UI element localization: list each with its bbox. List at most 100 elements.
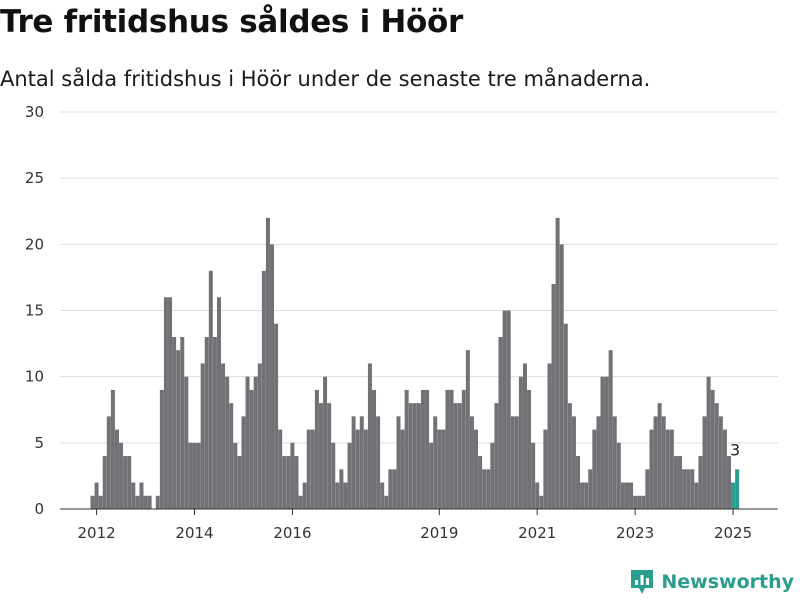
bar (168, 297, 173, 509)
bar (596, 416, 601, 509)
bar (233, 442, 238, 509)
bar (261, 270, 266, 509)
bar (535, 482, 540, 509)
bar (212, 336, 217, 509)
bar (123, 456, 128, 509)
bar (441, 429, 446, 509)
bar (196, 442, 201, 509)
bar (331, 442, 336, 509)
bar (604, 376, 609, 509)
bar (592, 429, 597, 509)
bar (114, 429, 119, 509)
bar (208, 270, 213, 509)
bar (486, 469, 491, 509)
y-tick-label: 20 (25, 235, 44, 253)
bar (425, 389, 430, 509)
bar (257, 363, 262, 509)
bar (571, 416, 576, 509)
bar (457, 403, 462, 509)
bar (518, 376, 523, 509)
bar (641, 495, 646, 509)
bar (200, 363, 205, 509)
x-tick-label: 2023 (616, 524, 654, 542)
bar (722, 429, 727, 509)
bar (216, 297, 221, 509)
bar (176, 350, 181, 509)
bar (490, 442, 495, 509)
bar (633, 495, 638, 509)
bar (453, 403, 458, 509)
bar (192, 442, 197, 509)
bar (363, 429, 368, 509)
bars (90, 217, 740, 510)
bar (555, 217, 560, 509)
bar (94, 482, 99, 509)
bar (629, 482, 634, 509)
brand-logo: Newsworthy (629, 568, 794, 596)
bar (649, 429, 654, 509)
bar (314, 389, 319, 509)
bar (372, 389, 377, 509)
bar (127, 456, 132, 509)
bar (584, 482, 589, 509)
bar (359, 416, 364, 509)
bar (241, 416, 246, 509)
bar (163, 297, 168, 509)
bar (380, 482, 385, 509)
bar (155, 495, 160, 509)
bar (110, 389, 115, 509)
bar (710, 389, 715, 509)
bar (143, 495, 148, 509)
x-tick-label: 2021 (518, 524, 556, 542)
bar (437, 429, 442, 509)
bar (469, 416, 474, 509)
bar (249, 389, 254, 509)
bar (184, 376, 189, 509)
bar (102, 456, 107, 509)
bar (302, 482, 307, 509)
bar (392, 469, 397, 509)
bar (355, 429, 360, 509)
brand-name: Newsworthy (661, 571, 794, 593)
bar (600, 376, 605, 509)
bar (686, 469, 691, 509)
bar (665, 429, 670, 509)
bar (290, 442, 295, 509)
bar (327, 403, 332, 509)
bar (408, 403, 413, 509)
bar (673, 456, 678, 509)
axes (60, 508, 778, 515)
bar (690, 469, 695, 509)
bar (576, 456, 581, 509)
y-tick-label: 5 (34, 434, 44, 452)
bar (245, 376, 250, 509)
y-tick-label: 15 (25, 302, 44, 320)
bar (98, 495, 103, 509)
bar (253, 376, 258, 509)
bar (139, 482, 144, 509)
bar (412, 403, 417, 509)
bar (624, 482, 629, 509)
x-tick-label: 2012 (77, 524, 115, 542)
bar (510, 416, 515, 509)
bar (404, 389, 409, 509)
bar (270, 244, 275, 510)
bar (669, 429, 674, 509)
bar (282, 456, 287, 509)
bar (351, 416, 356, 509)
bar (221, 363, 226, 509)
bar (653, 416, 658, 509)
y-tick-label: 0 (34, 500, 44, 518)
chart-subtitle: Antal sålda fritidshus i Höör under de s… (0, 67, 651, 91)
bar (608, 350, 613, 509)
bar (678, 456, 683, 509)
bar (449, 389, 454, 509)
bar (461, 389, 466, 509)
bar (367, 363, 372, 509)
bar (416, 403, 421, 509)
bar (229, 403, 234, 509)
bar (661, 416, 666, 509)
bar (580, 482, 585, 509)
